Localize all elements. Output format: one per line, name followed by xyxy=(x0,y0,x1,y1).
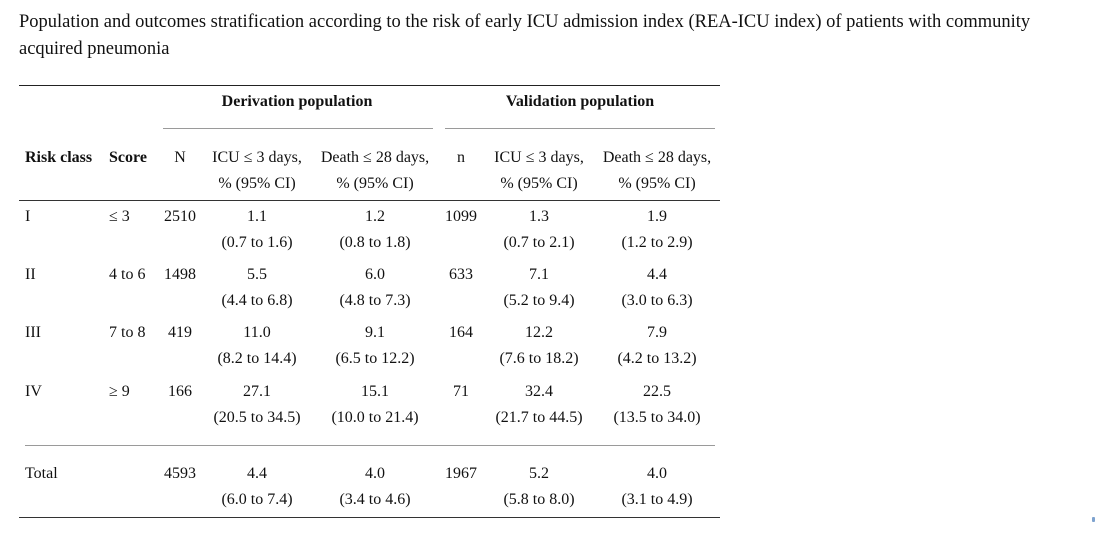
cell-death-validation-ci: (3.0 to 6.3) xyxy=(621,292,693,309)
col-header-icu-derivation-line1: ICU ≤ 3 days, xyxy=(212,149,302,166)
cell-icu-validation-ci: (5.8 to 8.0) xyxy=(503,491,575,508)
cell-score: ≤ 3 xyxy=(109,208,130,225)
col-header-death-validation-line2: % (95% CI) xyxy=(618,175,696,192)
cell-n-derivation: 166 xyxy=(168,383,192,400)
derivation-group-rule xyxy=(163,128,433,129)
table-bottom-rule xyxy=(19,517,720,518)
cell-icu-validation-value: 5.2 xyxy=(529,465,549,482)
cell-icu-validation-ci: (7.6 to 18.2) xyxy=(499,350,579,367)
cell-death-derivation-ci: (10.0 to 21.4) xyxy=(331,409,419,426)
col-header-n-derivation: N xyxy=(174,149,186,166)
cell-icu-validation-value: 12.2 xyxy=(525,324,553,341)
cell-death-derivation-value: 1.2 xyxy=(365,208,385,225)
cell-risk-class: I xyxy=(25,208,31,225)
cell-risk-class: II xyxy=(25,266,36,283)
cell-icu-derivation-ci: (8.2 to 14.4) xyxy=(217,350,297,367)
col-header-icu-derivation-line2: % (95% CI) xyxy=(218,175,296,192)
validation-group-header: Validation population xyxy=(505,93,655,110)
validation-group-rule xyxy=(445,128,715,129)
cell-n-derivation: 2510 xyxy=(164,208,196,225)
cell-death-derivation-value: 4.0 xyxy=(365,465,385,482)
cell-icu-validation-ci: (21.7 to 44.5) xyxy=(495,409,583,426)
cell-icu-derivation-value: 5.5 xyxy=(247,266,267,283)
col-header-risk-class: Risk class xyxy=(25,149,93,166)
cell-icu-derivation-value: 27.1 xyxy=(243,383,271,400)
derivation-group-header: Derivation population xyxy=(221,93,373,110)
cell-n-validation: 633 xyxy=(449,266,473,283)
col-header-n-validation: n xyxy=(457,149,465,166)
col-header-icu-validation-line2: % (95% CI) xyxy=(500,175,578,192)
cell-icu-derivation-ci: (4.4 to 6.8) xyxy=(221,292,293,309)
cell-death-validation-ci: (13.5 to 34.0) xyxy=(613,409,701,426)
col-header-death-validation-line1: Death ≤ 28 days, xyxy=(602,149,712,166)
cell-icu-derivation-ci: (0.7 to 1.6) xyxy=(221,234,293,251)
table-caption: Population and outcomes stratification a… xyxy=(19,12,1031,59)
cell-death-validation-value: 4.0 xyxy=(647,465,667,482)
cell-death-derivation-ci: (4.8 to 7.3) xyxy=(339,292,411,309)
cell-n-validation: 71 xyxy=(453,383,469,400)
cell-death-validation-value: 1.9 xyxy=(647,208,667,225)
col-header-icu-validation-line1: ICU ≤ 3 days, xyxy=(494,149,584,166)
cell-risk-class: III xyxy=(25,324,41,341)
cell-death-validation-ci: (3.1 to 4.9) xyxy=(621,491,693,508)
cell-icu-validation-value: 1.3 xyxy=(529,208,549,225)
col-header-death-derivation-line2: % (95% CI) xyxy=(336,175,414,192)
cell-n-derivation: 4593 xyxy=(164,465,196,482)
cell-icu-derivation-value: 4.4 xyxy=(247,465,267,482)
cell-risk-class: IV xyxy=(25,383,42,400)
col-header-score: Score xyxy=(109,149,147,166)
header-bottom-rule xyxy=(19,200,720,201)
cell-death-derivation-ci: (0.8 to 1.8) xyxy=(339,234,411,251)
cell-icu-validation-value: 7.1 xyxy=(529,266,549,283)
cell-score: 7 to 8 xyxy=(109,324,146,341)
cell-death-derivation-ci: (6.5 to 12.2) xyxy=(335,350,415,367)
table-top-rule xyxy=(19,85,720,86)
col-header-death-derivation-line1: Death ≤ 28 days, xyxy=(320,149,430,166)
cell-icu-validation-ci: (0.7 to 2.1) xyxy=(503,234,575,251)
cell-death-derivation-ci: (3.4 to 4.6) xyxy=(339,491,411,508)
cell-icu-derivation-ci: (20.5 to 34.5) xyxy=(213,409,301,426)
cell-death-validation-value: 22.5 xyxy=(643,383,671,400)
cell-death-derivation-value: 15.1 xyxy=(361,383,389,400)
cell-death-derivation-value: 6.0 xyxy=(365,266,385,283)
cell-n-validation: 1099 xyxy=(445,208,477,225)
total-separator-rule xyxy=(25,445,715,446)
cell-icu-derivation-value: 1.1 xyxy=(247,208,267,225)
cell-score: 4 to 6 xyxy=(109,266,146,283)
cell-death-validation-ci: (4.2 to 13.2) xyxy=(617,350,697,367)
cell-icu-derivation-value: 11.0 xyxy=(243,324,271,341)
cell-risk-class: Total xyxy=(25,465,58,482)
cell-n-validation: 164 xyxy=(449,324,473,341)
cell-icu-validation-ci: (5.2 to 9.4) xyxy=(503,292,575,309)
cell-icu-validation-value: 32.4 xyxy=(525,383,553,400)
cell-n-derivation: 1498 xyxy=(164,266,196,283)
cell-n-validation: 1967 xyxy=(445,465,477,482)
cell-n-derivation: 419 xyxy=(168,324,192,341)
scroll-edge-marker xyxy=(1092,517,1095,522)
cell-icu-derivation-ci: (6.0 to 7.4) xyxy=(221,491,293,508)
cell-death-derivation-value: 9.1 xyxy=(365,324,385,341)
cell-score: ≥ 9 xyxy=(109,383,130,400)
cell-death-validation-value: 7.9 xyxy=(647,324,667,341)
cell-death-validation-value: 4.4 xyxy=(647,266,667,283)
cell-death-validation-ci: (1.2 to 2.9) xyxy=(621,234,693,251)
